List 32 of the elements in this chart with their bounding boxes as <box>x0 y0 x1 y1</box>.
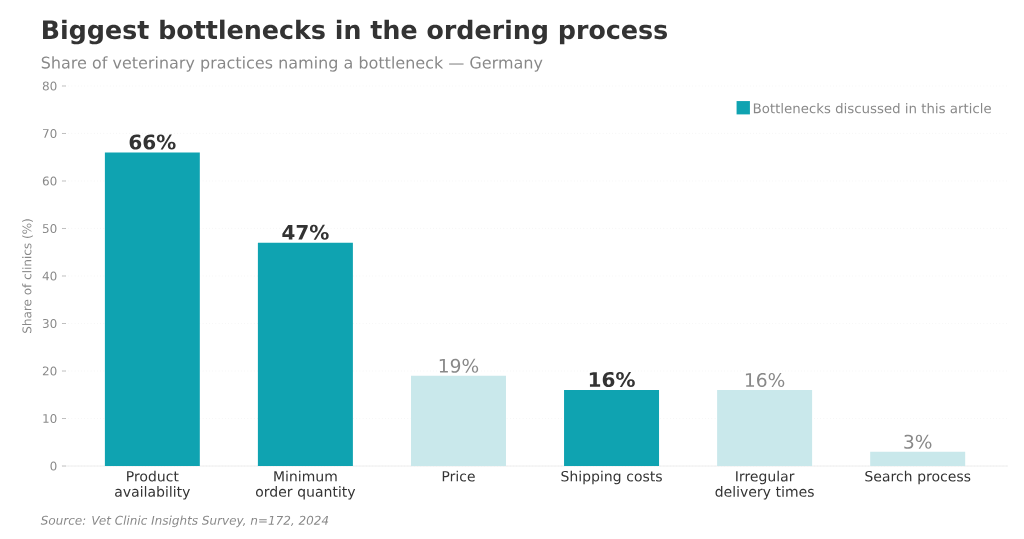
x-tick-label: Irregular delivery times <box>715 470 814 500</box>
y-tick-label: 10 <box>43 413 57 424</box>
y-tick-label: 60 <box>42 176 57 186</box>
y-tick-label: 20 <box>42 366 57 376</box>
chart-subtitle: Share of veterinary practices naming a bottleneck — Germany <box>41 56 543 72</box>
data-label: 3% <box>904 434 932 449</box>
y-tick-label: 40 <box>42 271 57 281</box>
bar <box>717 390 813 466</box>
data-label: 16% <box>589 371 635 388</box>
x-tick-label: Price <box>442 470 475 482</box>
bar <box>410 375 506 466</box>
data-label: 19% <box>439 358 479 373</box>
y-tick-label: 50 <box>42 223 57 234</box>
bar <box>257 242 353 466</box>
source-note: Source: Vet Clinic Insights Survey, n=172, 2024 <box>40 515 329 528</box>
data-label: 16% <box>745 372 785 388</box>
y-axis-title: Share of clinics (%) <box>22 219 33 333</box>
legend-label: Bottlenecks discussed in this article <box>753 102 991 114</box>
bar <box>870 451 966 466</box>
bar <box>564 390 660 466</box>
bar <box>104 152 200 466</box>
x-tick-label: Search process <box>865 470 971 485</box>
y-tick-label: 30 <box>42 318 57 329</box>
x-tick-label: Minimum order quantity <box>255 470 356 500</box>
x-tick-label: Shipping costs <box>561 470 662 485</box>
y-tick-label: 70 <box>43 128 57 139</box>
y-tick-label: 80 <box>42 81 57 91</box>
y-tick-label: 0 <box>50 461 57 471</box>
x-tick-label: Product availability <box>115 470 190 500</box>
data-label: 66% <box>129 134 176 150</box>
data-label: 47% <box>282 224 329 240</box>
chart-title: Biggest bottlenecks in the ordering process <box>43 19 667 45</box>
